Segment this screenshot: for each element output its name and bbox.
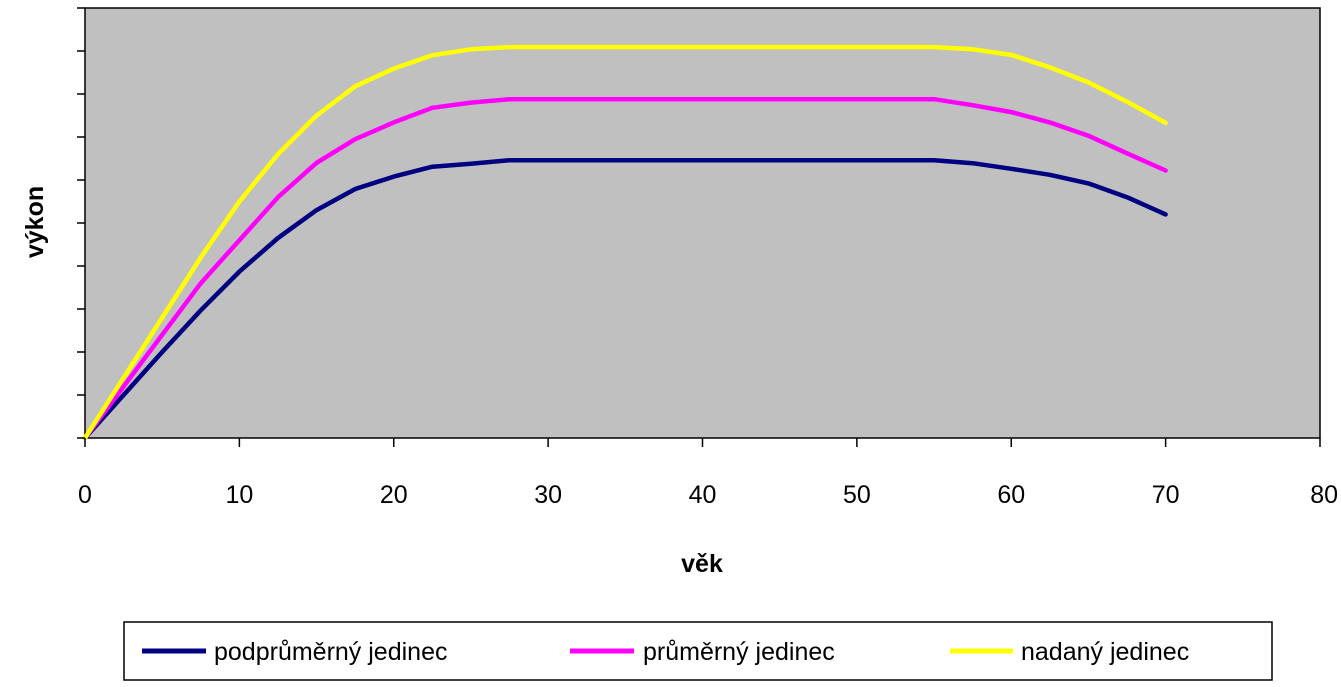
- x-axis-title: věk: [681, 550, 723, 578]
- legend-label-2: průměrný jedinec: [643, 638, 835, 666]
- y-axis-title: výkon: [21, 186, 49, 258]
- legend: podprůměrný jedinec průměrný jedinec nadan…: [123, 621, 1273, 681]
- x-axis: 0 10 20 30 40 50 60 70 80: [78, 438, 1338, 509]
- x-tick-label: 30: [534, 481, 562, 509]
- legend-label-1: podprůměrný jedinec: [214, 638, 447, 666]
- plot-area: [84, 7, 1321, 439]
- x-tick-label: 60: [997, 481, 1025, 509]
- y-axis: [77, 7, 85, 439]
- x-tick-label: 50: [843, 481, 871, 509]
- series-line-3: [82, 44, 1168, 441]
- series-layer: [82, 44, 1168, 441]
- x-tick-label: 40: [689, 481, 717, 509]
- series-line-2: [82, 96, 1168, 441]
- legend-items: podprůměrný jedinec průměrný jedinec nadan…: [142, 638, 1189, 666]
- x-tick-label: 10: [225, 481, 253, 509]
- legend-box: [123, 621, 1273, 681]
- x-tick-label: 70: [1152, 481, 1180, 509]
- x-tick-label: 0: [78, 481, 92, 509]
- x-tick-label: 20: [380, 481, 408, 509]
- series-line-1: [82, 157, 1168, 441]
- legend-label-3: nadaný jedinec: [1021, 638, 1189, 666]
- x-tick-label: 80: [1310, 481, 1338, 509]
